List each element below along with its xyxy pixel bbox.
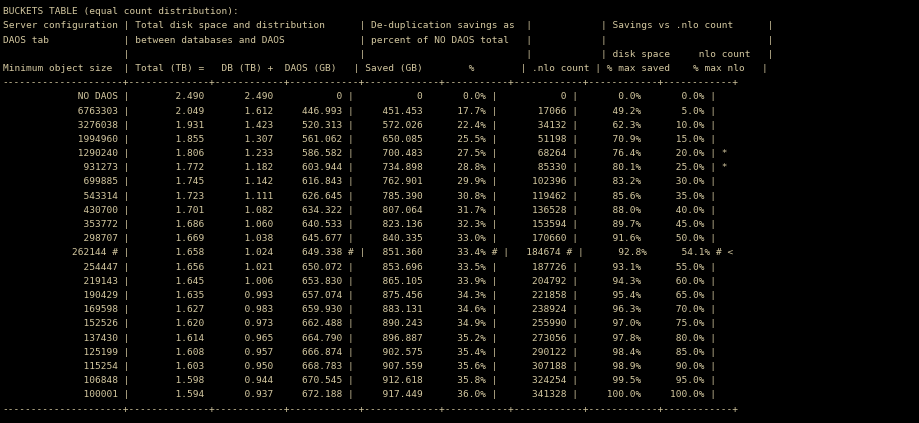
Text: 262144 # |        1.658       1.024     649.338 # |   851.360      33.4% # |   1: 262144 # | 1.658 1.024 649.338 # | 851.3…	[3, 248, 733, 258]
Text: 125199 |        1.608       0.957     666.874 |     902.575      35.4% |      29: 125199 | 1.608 0.957 666.874 | 902.575 3…	[3, 348, 716, 357]
Text: 137430 |        1.614       0.965     664.790 |     896.887      35.2% |      27: 137430 | 1.614 0.965 664.790 | 896.887 3…	[3, 334, 716, 343]
Text: 353772 |        1.686       1.060     640.533 |     823.136      32.3% |      15: 353772 | 1.686 1.060 640.533 | 823.136 3…	[3, 220, 716, 229]
Text: 6763303 |        2.049       1.612     446.993 |     451.453      17.7% |       : 6763303 | 2.049 1.612 446.993 | 451.453 …	[3, 107, 716, 115]
Text: 3276038 |        1.931       1.423     520.313 |     572.026      22.4% |       : 3276038 | 1.931 1.423 520.313 | 572.026 …	[3, 121, 716, 130]
Text: BUCKETS TABLE (equal count distribution):: BUCKETS TABLE (equal count distribution)…	[3, 7, 239, 16]
Text: 152526 |        1.620       0.973     662.488 |     890.243      34.9% |      25: 152526 | 1.620 0.973 662.488 | 890.243 3…	[3, 319, 716, 328]
Text: 190429 |        1.635       0.993     657.074 |     875.456      34.3% |      22: 190429 | 1.635 0.993 657.074 | 875.456 3…	[3, 291, 716, 300]
Text: 298707 |        1.669       1.038     645.677 |     840.335      33.0% |      17: 298707 | 1.669 1.038 645.677 | 840.335 3…	[3, 234, 716, 243]
Text: 169598 |        1.627       0.983     659.930 |     883.131      34.6% |      23: 169598 | 1.627 0.983 659.930 | 883.131 3…	[3, 305, 716, 314]
Text: 115254 |        1.603       0.950     668.783 |     907.559      35.6% |      30: 115254 | 1.603 0.950 668.783 | 907.559 3…	[3, 362, 716, 371]
Text: 100001 |        1.594       0.937     672.188 |     917.449      36.0% |      34: 100001 | 1.594 0.937 672.188 | 917.449 3…	[3, 390, 716, 399]
Text: DAOS tab             | between databases and DAOS             | percent of NO DA: DAOS tab | between databases and DAOS | …	[3, 36, 773, 44]
Text: NO DAOS |        2.490       2.490           0 |           0       0.0% |       : NO DAOS | 2.490 2.490 0 | 0 0.0% |	[3, 92, 716, 102]
Text: Server configuration | Total disk space and distribution      | De-duplication s: Server configuration | Total disk space …	[3, 22, 773, 30]
Text: 1994960 |        1.855       1.307     561.062 |     650.085      25.5% |       : 1994960 | 1.855 1.307 561.062 | 650.085 …	[3, 135, 716, 144]
Text: ---------------------+--------------+------------+------------+-------------+---: ---------------------+--------------+---…	[3, 404, 739, 414]
Text: 931273 |        1.772       1.182     603.944 |     734.898      28.8% |       8: 931273 | 1.772 1.182 603.944 | 734.898 2…	[3, 163, 727, 172]
Text: |                                        |                            |         : | | |	[3, 50, 773, 59]
Text: 543314 |        1.723       1.111     626.645 |     785.390      30.8% |      11: 543314 | 1.723 1.111 626.645 | 785.390 3…	[3, 192, 716, 201]
Text: Minimum object size  | Total (TB) =   DB (TB) +  DAOS (GB)   | Saved (GB)       : Minimum object size | Total (TB) = DB (T…	[3, 64, 767, 73]
Text: 219143 |        1.645       1.006     653.830 |     865.105      33.9% |      20: 219143 | 1.645 1.006 653.830 | 865.105 3…	[3, 277, 716, 286]
Text: ---------------------+--------------+------------+------------+-------------+---: ---------------------+--------------+---…	[3, 78, 739, 87]
Text: 1290240 |        1.806       1.233     586.582 |     700.483      27.5% |       : 1290240 | 1.806 1.233 586.582 | 700.483 …	[3, 149, 727, 158]
Text: 430700 |        1.701       1.082     634.322 |     807.064      31.7% |      13: 430700 | 1.701 1.082 634.322 | 807.064 3…	[3, 206, 716, 215]
Text: 254447 |        1.656       1.021     650.072 |     853.696      33.5% |      18: 254447 | 1.656 1.021 650.072 | 853.696 3…	[3, 263, 716, 272]
Text: 699885 |        1.745       1.142     616.843 |     762.901      29.9% |      10: 699885 | 1.745 1.142 616.843 | 762.901 2…	[3, 178, 716, 187]
Text: 106848 |        1.598       0.944     670.545 |     912.618      35.8% |      32: 106848 | 1.598 0.944 670.545 | 912.618 3…	[3, 376, 716, 385]
